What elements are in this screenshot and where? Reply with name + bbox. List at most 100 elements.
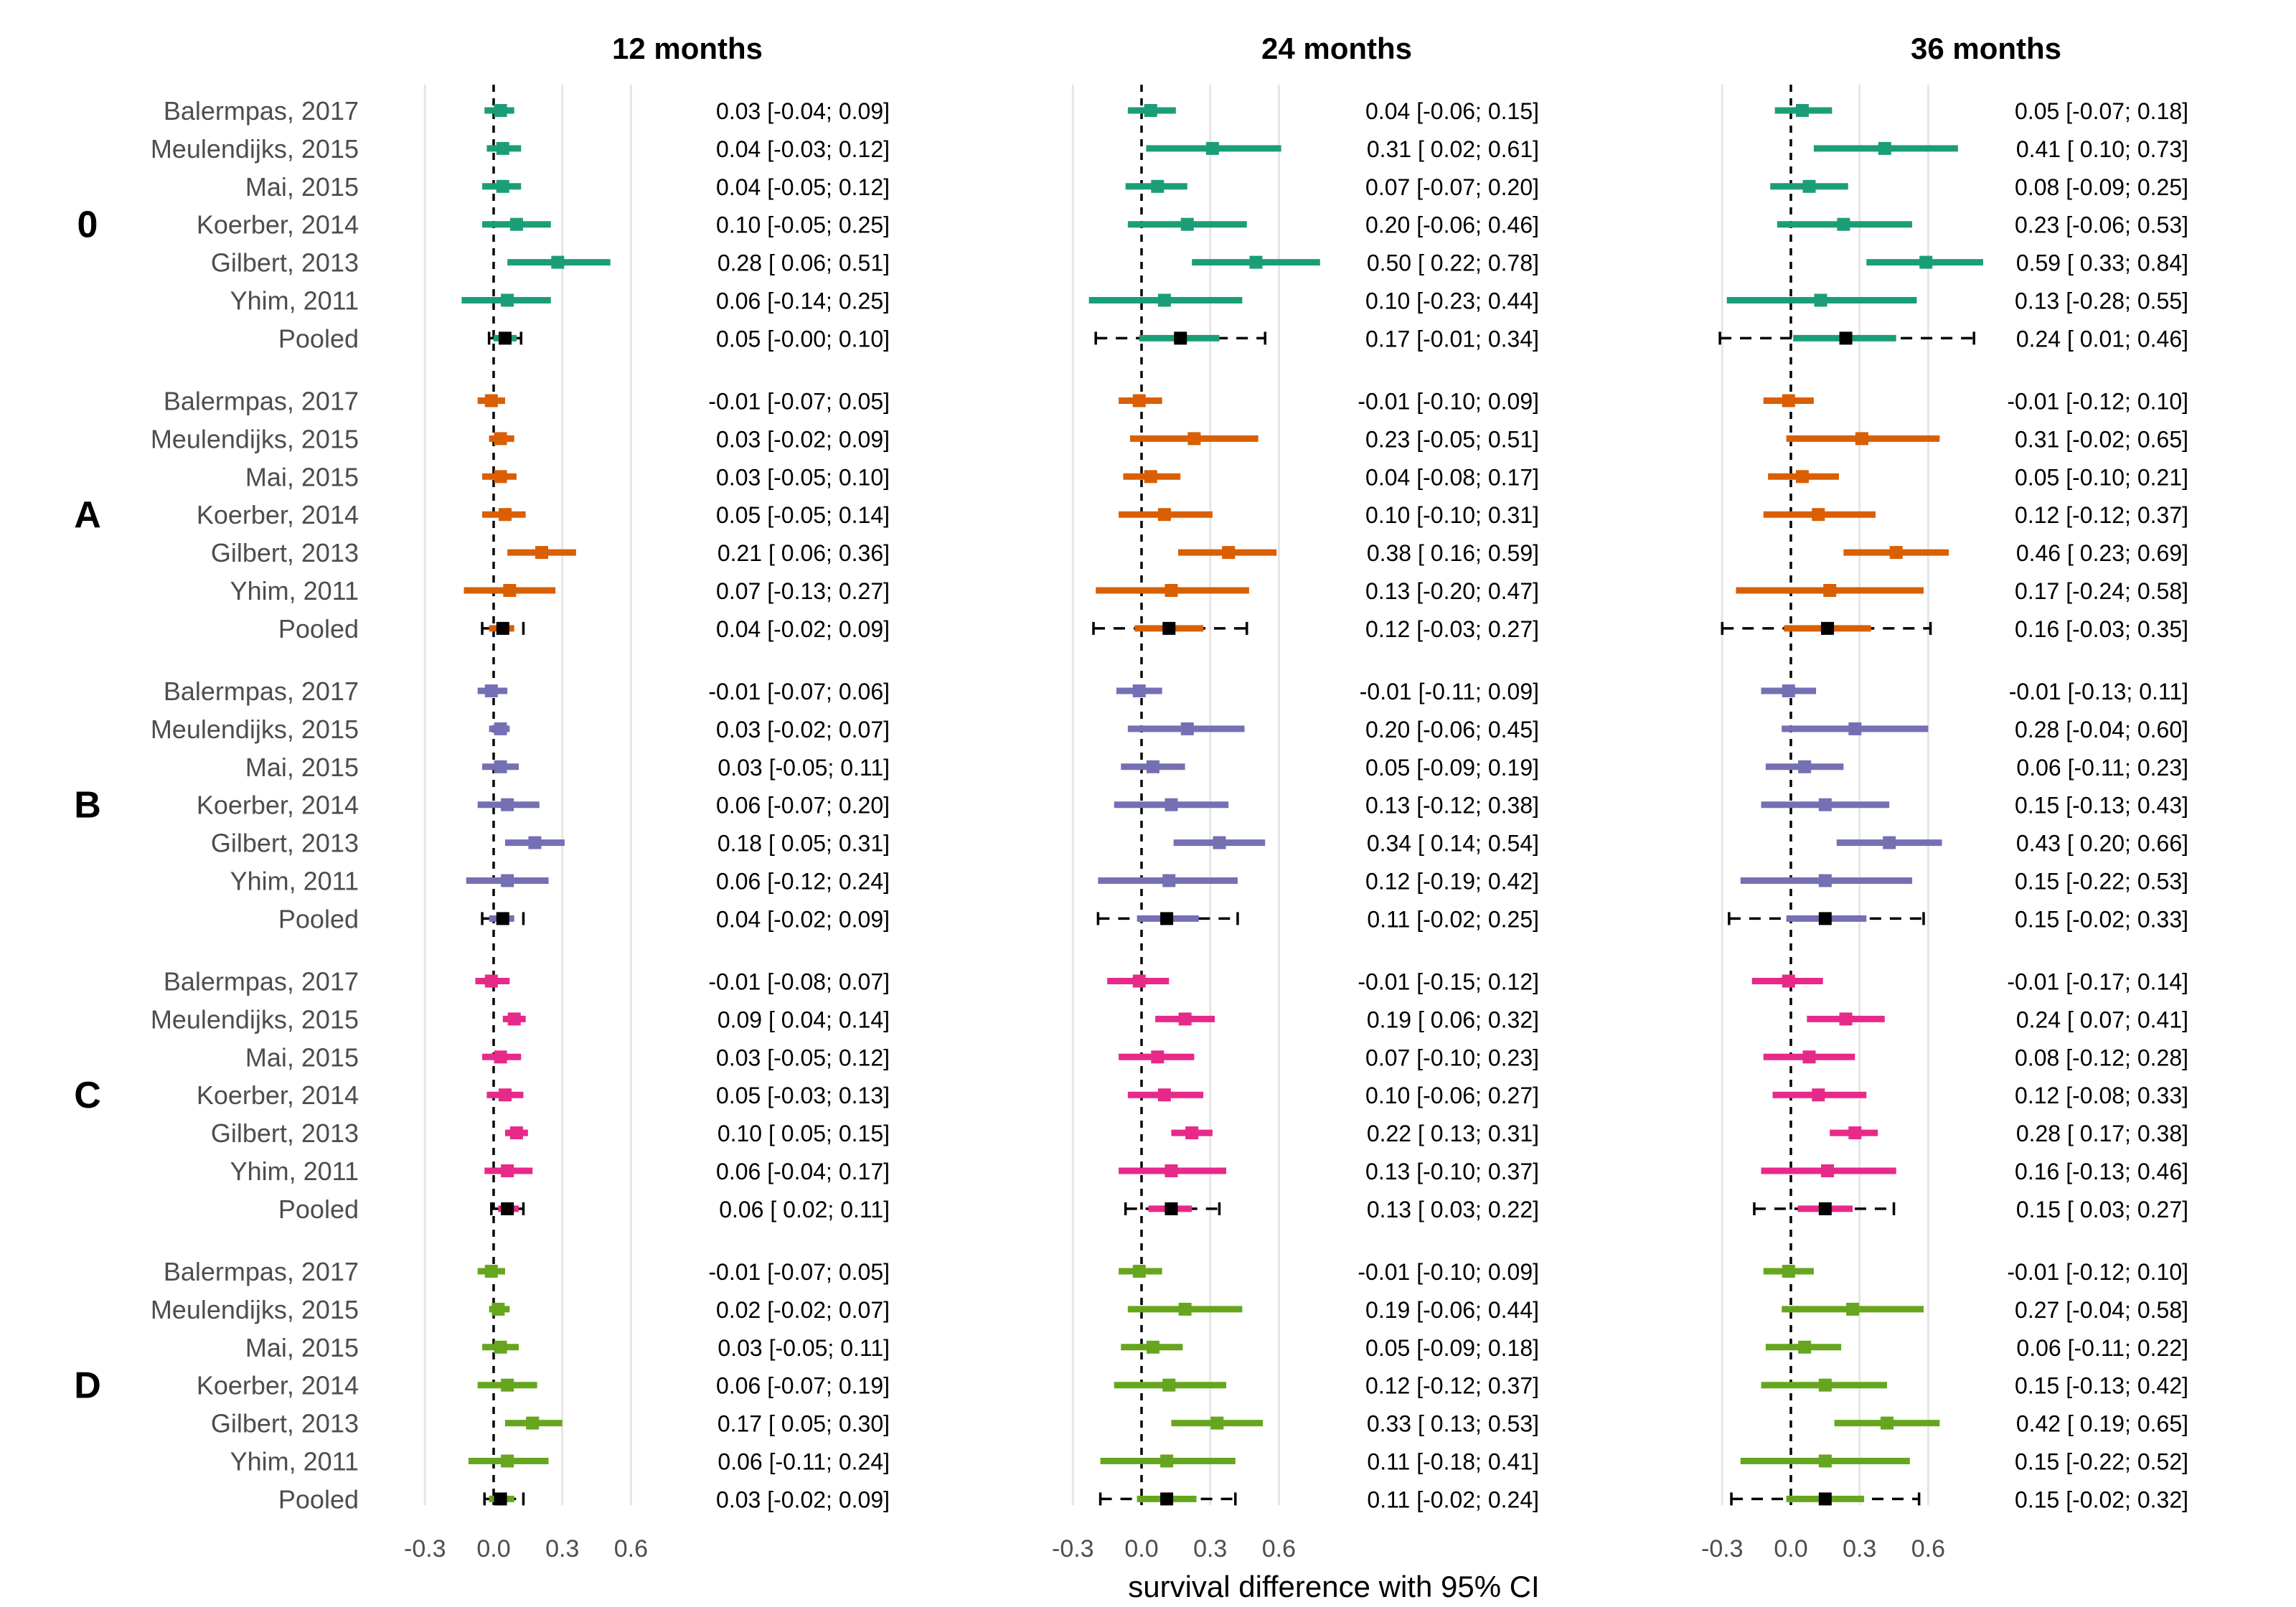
estimate-label: 0.12 [-0.08; 0.33] xyxy=(2015,1083,2188,1108)
estimate-point xyxy=(1151,179,1165,193)
estimate-label: 0.19 [-0.06; 0.44] xyxy=(1365,1297,1539,1323)
x-tick-label: 0.6 xyxy=(614,1535,648,1563)
estimate-point xyxy=(1249,255,1263,269)
estimate-point xyxy=(509,217,523,231)
estimate-label: -0.01 [-0.07; 0.06] xyxy=(708,679,890,704)
estimate-label: 0.04 [-0.02; 0.09] xyxy=(716,616,890,642)
estimate-point xyxy=(1883,836,1896,849)
study-label: Koerber, 2014 xyxy=(197,210,359,240)
estimate-label: -0.01 [-0.10; 0.09] xyxy=(1358,1259,1539,1285)
estimate-label: 0.06 [-0.04; 0.17] xyxy=(716,1159,890,1184)
estimate-point xyxy=(494,432,507,446)
study-label: Balermpas, 2017 xyxy=(164,96,359,126)
group-label: C xyxy=(74,1075,101,1116)
estimate-label: 0.50 [ 0.22; 0.78] xyxy=(1367,250,1539,276)
estimate-label: -0.01 [-0.15; 0.12] xyxy=(1358,969,1539,995)
pooled-estimate-point xyxy=(1160,1492,1174,1506)
estimate-label: 0.11 [-0.02; 0.25] xyxy=(1367,906,1539,932)
estimate-point xyxy=(1157,1088,1171,1102)
estimate-label: 0.28 [-0.04; 0.60] xyxy=(2015,717,2188,743)
study-label: Pooled xyxy=(278,1484,359,1514)
estimate-point xyxy=(1178,1302,1192,1316)
estimate-label: -0.01 [-0.07; 0.05] xyxy=(708,1259,890,1285)
estimate-point xyxy=(1160,1454,1174,1468)
estimate-point xyxy=(484,1265,498,1278)
estimate-point xyxy=(1818,1378,1832,1392)
estimate-point xyxy=(1185,1126,1199,1140)
estimate-label: 0.12 [-0.19; 0.42] xyxy=(1365,869,1539,895)
estimate-point xyxy=(1818,1454,1832,1468)
estimate-point xyxy=(1782,974,1795,988)
study-label: Pooled xyxy=(278,1194,359,1224)
pooled-estimate-point xyxy=(1818,1492,1832,1506)
estimate-point xyxy=(1818,874,1832,887)
estimate-label: 0.05 [-0.09; 0.18] xyxy=(1365,1335,1539,1361)
estimate-point xyxy=(1144,104,1157,117)
estimate-label: 0.27 [-0.04; 0.58] xyxy=(2015,1297,2188,1323)
study-label: Mai, 2015 xyxy=(245,1042,359,1072)
estimate-point xyxy=(1848,1126,1862,1140)
study-label: Pooled xyxy=(278,904,359,933)
estimate-label: 0.42 [ 0.19; 0.65] xyxy=(2016,1411,2188,1437)
estimate-label: 0.04 [-0.03; 0.12] xyxy=(716,136,890,162)
estimate-point xyxy=(1889,546,1903,560)
estimate-point xyxy=(484,394,498,407)
study-label: Mai, 2015 xyxy=(245,172,359,202)
estimate-label: 0.06 [-0.11; 0.24] xyxy=(718,1449,890,1475)
estimate-point xyxy=(503,584,517,597)
pooled-estimate-point xyxy=(1821,621,1835,635)
estimate-label: 0.05 [-0.00; 0.10] xyxy=(716,326,890,352)
estimate-point xyxy=(494,760,507,773)
study-label: Koerber, 2014 xyxy=(197,500,359,529)
pooled-estimate-point xyxy=(1160,912,1174,925)
pooled-estimate-point xyxy=(494,1492,507,1506)
pooled-estimate-point xyxy=(1162,621,1176,635)
estimate-label: 0.03 [-0.04; 0.09] xyxy=(716,98,890,124)
estimate-label: 0.12 [-0.03; 0.27] xyxy=(1365,616,1539,642)
estimate-point xyxy=(526,1416,540,1430)
estimate-point xyxy=(494,722,507,735)
pooled-estimate-point xyxy=(498,331,512,345)
estimate-label: 0.06 [ 0.02; 0.11] xyxy=(719,1197,890,1222)
estimate-label: 0.15 [ 0.03; 0.27] xyxy=(2016,1197,2188,1222)
estimate-point xyxy=(1782,1265,1795,1278)
estimate-label: 0.21 [ 0.06; 0.36] xyxy=(718,540,890,566)
pooled-estimate-point xyxy=(501,1202,514,1215)
estimate-point xyxy=(484,684,498,697)
estimate-point xyxy=(509,1126,523,1140)
estimate-label: 0.03 [-0.05; 0.11] xyxy=(718,1335,890,1361)
estimate-label: 0.04 [-0.06; 0.15] xyxy=(1365,98,1539,124)
estimate-label: 0.07 [-0.10; 0.23] xyxy=(1365,1045,1539,1070)
estimate-label: 0.05 [-0.09; 0.19] xyxy=(1365,755,1539,781)
estimate-label: -0.01 [-0.11; 0.09] xyxy=(1360,679,1539,704)
estimate-label: 0.09 [ 0.04; 0.14] xyxy=(718,1007,890,1032)
estimate-label: 0.24 [ 0.01; 0.46] xyxy=(2016,326,2188,352)
estimate-label: 0.11 [-0.18; 0.41] xyxy=(1367,1449,1539,1475)
estimate-label: 0.17 [-0.01; 0.34] xyxy=(1365,326,1539,352)
estimate-point xyxy=(1795,470,1809,484)
estimate-label: 0.16 [-0.13; 0.46] xyxy=(2015,1159,2188,1184)
estimate-label: 0.46 [ 0.23; 0.69] xyxy=(2016,540,2188,566)
estimate-point xyxy=(1157,508,1171,522)
estimate-point xyxy=(551,255,565,269)
estimate-point xyxy=(1165,1164,1178,1177)
estimate-label: 0.02 [-0.02; 0.07] xyxy=(716,1297,890,1323)
estimate-point xyxy=(1919,255,1933,269)
estimate-point xyxy=(484,974,498,988)
estimate-point xyxy=(1782,684,1795,697)
study-label: Yhim, 2011 xyxy=(230,286,359,316)
estimate-label: 0.06 [-0.11; 0.22] xyxy=(2016,1335,2188,1361)
estimate-point xyxy=(1798,760,1812,773)
estimate-point xyxy=(1837,217,1850,231)
estimate-point xyxy=(1162,874,1176,887)
estimate-label: 0.18 [ 0.05; 0.31] xyxy=(718,831,890,857)
estimate-point xyxy=(494,470,507,484)
study-label: Balermpas, 2017 xyxy=(164,677,359,706)
study-label: Yhim, 2011 xyxy=(230,1156,359,1186)
estimate-label: 0.05 [-0.03; 0.13] xyxy=(716,1083,890,1108)
estimate-point xyxy=(1855,432,1868,446)
estimate-label: 0.04 [-0.02; 0.09] xyxy=(716,906,890,932)
estimate-point xyxy=(1878,141,1891,155)
study-label: Yhim, 2011 xyxy=(230,867,359,896)
estimate-label: 0.43 [ 0.20; 0.66] xyxy=(2016,831,2188,857)
